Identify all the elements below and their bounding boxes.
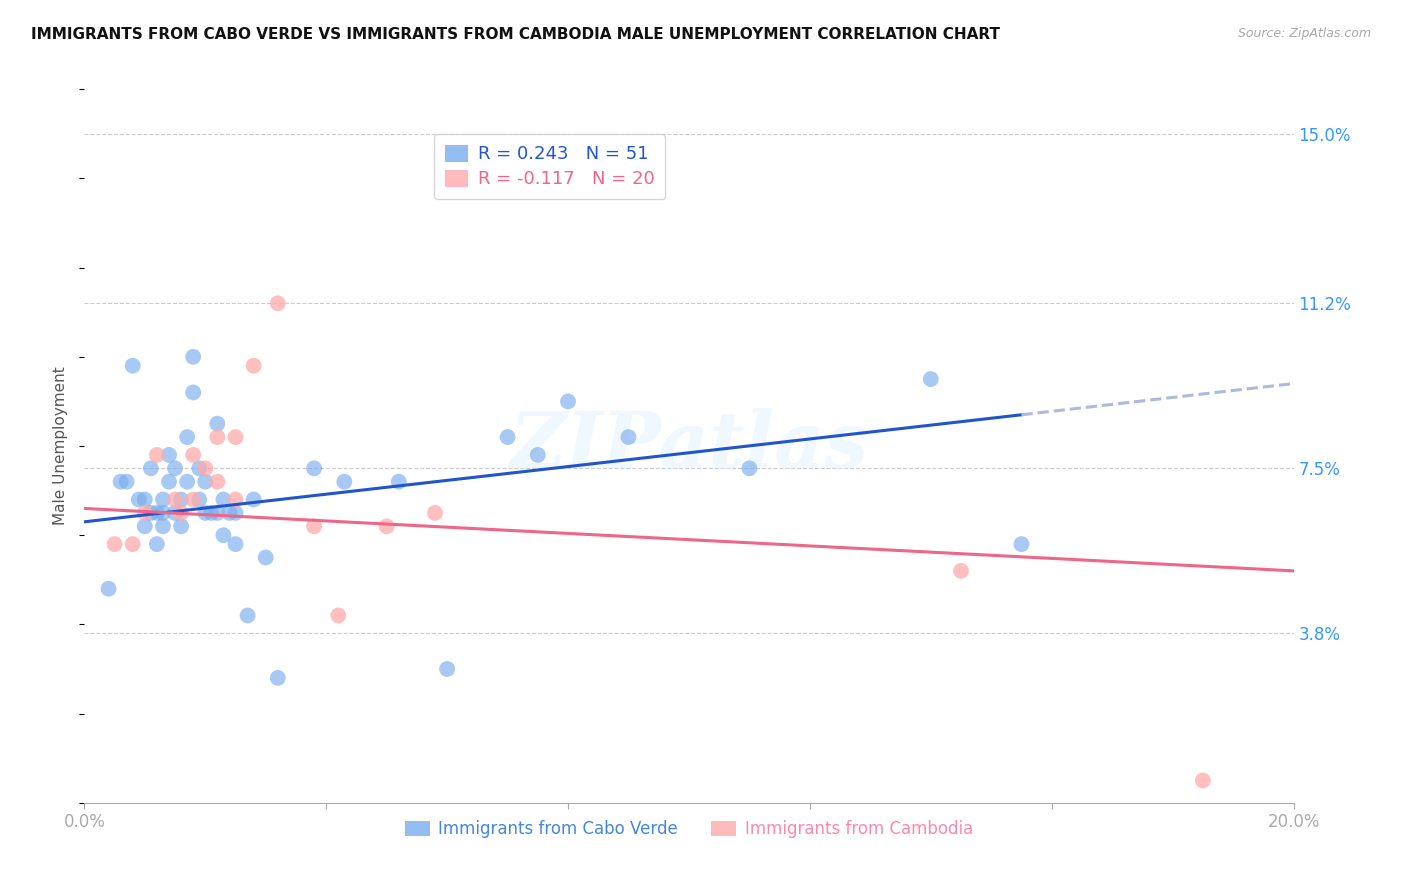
Point xyxy=(152,506,174,520)
Point xyxy=(617,430,640,444)
Point xyxy=(97,582,120,596)
Point xyxy=(181,448,204,462)
Point xyxy=(152,492,174,507)
Point xyxy=(242,492,264,507)
Point xyxy=(170,492,193,507)
Point xyxy=(170,506,193,520)
Point xyxy=(128,492,150,507)
Point xyxy=(146,448,169,462)
Point xyxy=(194,475,217,489)
Point xyxy=(207,430,229,444)
Point xyxy=(194,461,217,475)
Point xyxy=(110,475,132,489)
Point xyxy=(181,350,204,364)
Point xyxy=(165,461,187,475)
Point xyxy=(139,461,162,475)
Point xyxy=(152,519,174,533)
Point xyxy=(207,475,229,489)
Point xyxy=(165,492,187,507)
Point xyxy=(225,430,247,444)
Point xyxy=(1011,537,1033,551)
Point xyxy=(527,448,550,462)
Point xyxy=(950,564,973,578)
Point xyxy=(267,296,290,310)
Point xyxy=(134,519,156,533)
Point xyxy=(302,461,325,475)
Point xyxy=(194,506,217,520)
Point xyxy=(134,492,156,507)
Point xyxy=(920,372,942,386)
Point xyxy=(225,492,247,507)
Point xyxy=(176,475,198,489)
Point xyxy=(121,359,143,373)
Point xyxy=(212,492,235,507)
Point xyxy=(207,506,229,520)
Point xyxy=(188,461,211,475)
Point xyxy=(225,506,247,520)
Text: IMMIGRANTS FROM CABO VERDE VS IMMIGRANTS FROM CAMBODIA MALE UNEMPLOYMENT CORRELA: IMMIGRANTS FROM CABO VERDE VS IMMIGRANTS… xyxy=(31,27,1000,42)
Point xyxy=(115,475,138,489)
Point xyxy=(212,528,235,542)
Point xyxy=(242,359,264,373)
Point xyxy=(375,519,398,533)
Point xyxy=(165,506,187,520)
Text: Source: ZipAtlas.com: Source: ZipAtlas.com xyxy=(1237,27,1371,40)
Point xyxy=(302,519,325,533)
Point xyxy=(146,537,169,551)
Point xyxy=(1192,773,1215,788)
Point xyxy=(200,506,222,520)
Text: ZIPatlas: ZIPatlas xyxy=(509,408,869,484)
Legend: Immigrants from Cabo Verde, Immigrants from Cambodia: Immigrants from Cabo Verde, Immigrants f… xyxy=(398,814,980,845)
Point xyxy=(176,430,198,444)
Y-axis label: Male Unemployment: Male Unemployment xyxy=(53,367,69,525)
Point xyxy=(436,662,458,676)
Point xyxy=(121,537,143,551)
Point xyxy=(328,608,350,623)
Point xyxy=(139,506,162,520)
Point xyxy=(236,608,259,623)
Point xyxy=(157,448,180,462)
Point xyxy=(181,385,204,400)
Point xyxy=(157,475,180,489)
Point xyxy=(738,461,761,475)
Point xyxy=(104,537,127,551)
Point xyxy=(557,394,579,409)
Point xyxy=(423,506,446,520)
Point xyxy=(207,417,229,431)
Point xyxy=(496,430,519,444)
Point xyxy=(225,537,247,551)
Point xyxy=(181,492,204,507)
Point xyxy=(170,519,193,533)
Point xyxy=(254,550,277,565)
Point xyxy=(218,506,240,520)
Point xyxy=(267,671,290,685)
Point xyxy=(134,506,156,520)
Point xyxy=(146,506,169,520)
Point xyxy=(388,475,411,489)
Point xyxy=(333,475,356,489)
Point xyxy=(188,492,211,507)
